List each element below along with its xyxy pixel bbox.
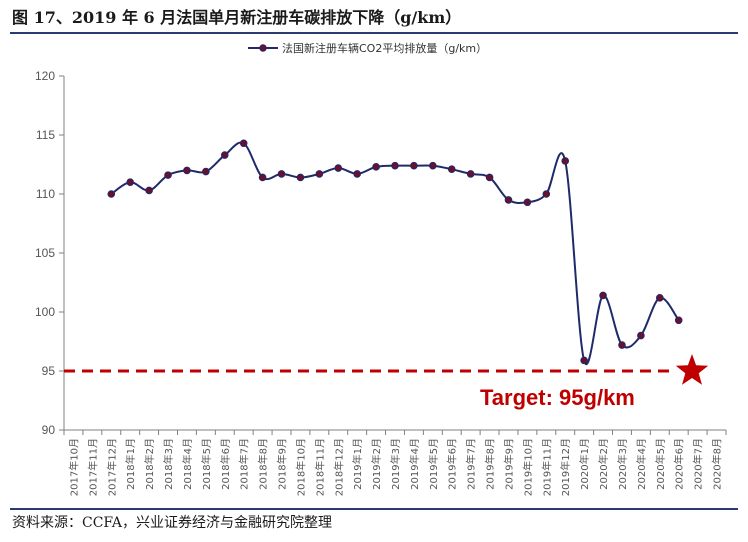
x-tick-label: 2018年1月 xyxy=(124,438,137,490)
legend-series-name: 法国新注册车辆CO2平均排放量（g/km） xyxy=(282,41,487,55)
chart-legend: 法国新注册车辆CO2平均排放量（g/km） xyxy=(248,41,487,55)
data-point xyxy=(466,170,475,178)
x-tick-label: 2018年2月 xyxy=(143,438,156,490)
y-tick-label: 120 xyxy=(35,69,55,83)
data-point xyxy=(183,166,191,175)
legend-marker-swatch xyxy=(259,44,267,52)
x-tick-label: 2019年8月 xyxy=(484,438,497,490)
x-tick-label: 2018年8月 xyxy=(257,438,270,490)
data-point xyxy=(542,190,551,198)
x-tick-label: 2018年3月 xyxy=(162,438,175,490)
x-tick-label: 2018年11月 xyxy=(313,438,326,496)
series-line xyxy=(110,141,680,365)
data-point xyxy=(164,171,172,179)
x-tick-label: 2020年6月 xyxy=(673,438,686,490)
data-point xyxy=(372,163,380,171)
x-tick-label: 2019年5月 xyxy=(427,438,440,490)
data-point xyxy=(429,161,437,170)
x-tick-label: 2019年3月 xyxy=(389,438,402,490)
x-tick-label: 2018年7月 xyxy=(238,438,251,490)
figure-title: 图 17、2019 年 6 月法国单月新注册车碳排放下降（g/km） xyxy=(12,8,462,27)
x-tick-label: 2017年12月 xyxy=(105,438,118,496)
data-point xyxy=(637,331,645,340)
y-tick-label: 110 xyxy=(36,187,55,201)
title-divider xyxy=(10,32,738,34)
x-tick-label: 2018年4月 xyxy=(181,438,194,490)
data-point xyxy=(353,170,361,178)
x-tick-label: 2019年4月 xyxy=(408,438,421,490)
x-tick-label: 2019年6月 xyxy=(446,438,459,490)
data-point xyxy=(202,167,210,176)
source-note: 资料来源：CCFA，兴业证券经济与金融研究院整理 xyxy=(12,515,333,531)
x-tick-label: 2018年10月 xyxy=(294,438,307,496)
x-tick-label: 2019年1月 xyxy=(351,438,364,490)
data-point xyxy=(599,291,607,300)
target-star-icon xyxy=(675,354,709,385)
x-tick-label: 2019年10月 xyxy=(521,438,534,496)
y-tick-label: 100 xyxy=(35,305,55,319)
x-tick-label: 2020年7月 xyxy=(692,438,705,490)
x-tick-label: 2020年5月 xyxy=(654,438,667,490)
data-point xyxy=(391,161,399,170)
data-point xyxy=(145,186,153,195)
data-point xyxy=(504,196,513,204)
target-annotation xyxy=(64,354,709,385)
x-tick-label: 2018年5月 xyxy=(200,438,213,490)
data-point xyxy=(239,139,248,148)
co2-emission-line-chart: 法国新注册车辆CO2平均排放量（g/km） 90 95 100 105 110 115 12… xyxy=(35,41,727,496)
y-axis: 90 95 100 105 110 115 120 xyxy=(35,69,65,437)
source-divider xyxy=(10,508,738,510)
data-point xyxy=(447,165,456,174)
x-tick-label: 2020年2月 xyxy=(597,438,610,490)
data-point xyxy=(485,173,494,182)
data-point xyxy=(580,356,588,365)
y-tick-label: 90 xyxy=(42,423,56,437)
data-point xyxy=(315,170,324,178)
x-tick-label: 2019年7月 xyxy=(465,438,478,490)
x-tick-label: 2020年3月 xyxy=(616,438,629,490)
y-tick-label: 105 xyxy=(35,246,55,260)
series-co2-emissions xyxy=(107,139,683,365)
data-point xyxy=(618,341,626,349)
x-tick-label: 2019年12月 xyxy=(559,438,572,496)
data-point xyxy=(674,316,683,325)
data-point xyxy=(277,170,286,178)
data-point xyxy=(523,198,532,207)
data-point xyxy=(656,294,664,302)
x-tick-label: 2020年1月 xyxy=(578,438,591,490)
y-tick-label: 115 xyxy=(36,128,55,142)
x-tick-label: 2019年11月 xyxy=(540,438,553,496)
data-point xyxy=(258,173,267,182)
data-point xyxy=(296,173,305,182)
data-point xyxy=(126,178,134,186)
data-point xyxy=(107,190,116,198)
x-tick-label: 2018年12月 xyxy=(332,438,345,496)
data-point xyxy=(410,161,418,170)
x-tick-label: 2019年2月 xyxy=(370,438,383,490)
x-tick-label: 2020年8月 xyxy=(711,438,724,490)
x-tick-label: 2018年6月 xyxy=(219,438,232,490)
x-tick-label: 2020年4月 xyxy=(635,438,648,490)
x-tick-label: 2018年9月 xyxy=(276,438,289,490)
target-label: Target: 95g/km xyxy=(480,385,635,410)
data-point xyxy=(561,157,570,165)
x-tick-label: 2019年9月 xyxy=(502,438,515,490)
x-axis: 2017年10月 2017年11月 2017年12月 2018年1月 2018年2月 20… xyxy=(63,429,727,496)
x-tick-label: 2017年10月 xyxy=(67,438,80,496)
data-point xyxy=(334,164,343,172)
x-tick-label: 2017年11月 xyxy=(86,438,99,496)
data-point xyxy=(220,151,229,159)
y-tick-label: 95 xyxy=(42,364,56,378)
